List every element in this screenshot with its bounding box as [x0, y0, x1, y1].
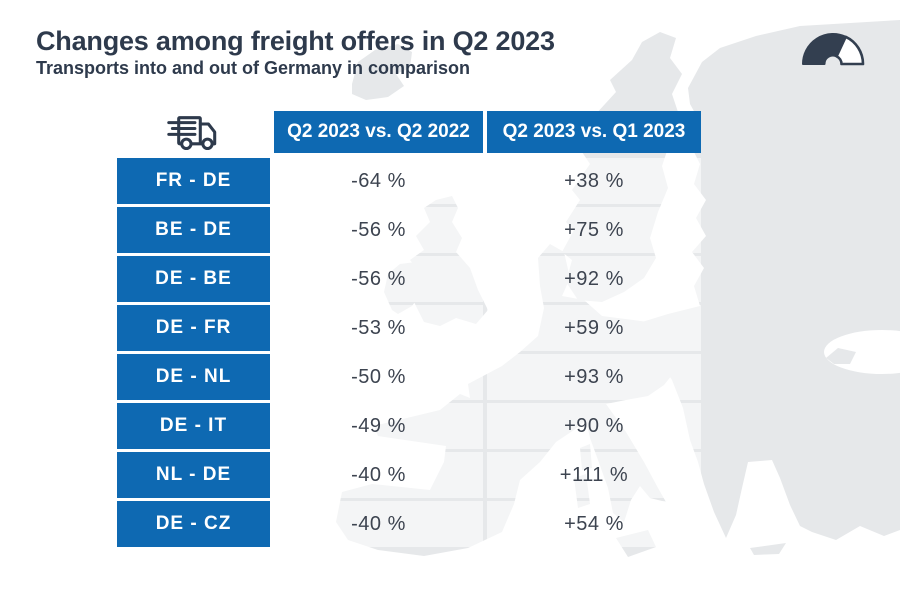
map-crimea [826, 348, 856, 364]
route-cell: DE - IT [117, 403, 270, 449]
route-column-header [117, 111, 270, 153]
freight-table: FR - DE -64 % +38 % BE - DE -56 % +75 % … [117, 158, 701, 547]
column-header-qoq: Q2 2023 vs. Q1 2023 [487, 111, 701, 153]
page-subtitle: Transports into and out of Germany in co… [36, 58, 471, 78]
freight-table-header: Q2 2023 vs. Q2 2022 Q2 2023 vs. Q1 2023 [117, 111, 701, 153]
route-cell: NL - DE [117, 452, 270, 498]
route-cell: DE - CZ [117, 501, 270, 547]
route-cell: BE - DE [117, 207, 270, 253]
map-eastern-europe [642, 20, 900, 540]
qoq-value-cell: +111 % [487, 452, 701, 498]
yoy-value-cell: -40 % [274, 501, 483, 547]
yoy-value-cell: -50 % [274, 354, 483, 400]
yoy-value-cell: -64 % [274, 158, 483, 204]
qoq-value-cell: +54 % [487, 501, 701, 547]
qoq-value-cell: +59 % [487, 305, 701, 351]
route-cell: DE - FR [117, 305, 270, 351]
yoy-value-cell: -53 % [274, 305, 483, 351]
map-iceland [352, 44, 412, 100]
speedometer-gauge-logo [799, 30, 867, 73]
column-header-yoy: Q2 2023 vs. Q2 2022 [274, 111, 483, 153]
yoy-value-cell: -40 % [274, 452, 483, 498]
qoq-value-cell: +90 % [487, 403, 701, 449]
route-cell: FR - DE [117, 158, 270, 204]
yoy-value-cell: -49 % [274, 403, 483, 449]
qoq-value-cell: +38 % [487, 158, 701, 204]
map-crete [750, 543, 786, 555]
route-cell: DE - NL [117, 354, 270, 400]
qoq-value-cell: +75 % [487, 207, 701, 253]
qoq-value-cell: +93 % [487, 354, 701, 400]
yoy-value-cell: -56 % [274, 256, 483, 302]
truck-icon [166, 116, 216, 151]
qoq-value-cell: +92 % [487, 256, 701, 302]
page-title: Changes among freight offers in Q2 2023 [36, 26, 555, 56]
gauge-icon [802, 33, 865, 66]
yoy-value-cell: -56 % [274, 207, 483, 253]
route-cell: DE - BE [117, 256, 270, 302]
